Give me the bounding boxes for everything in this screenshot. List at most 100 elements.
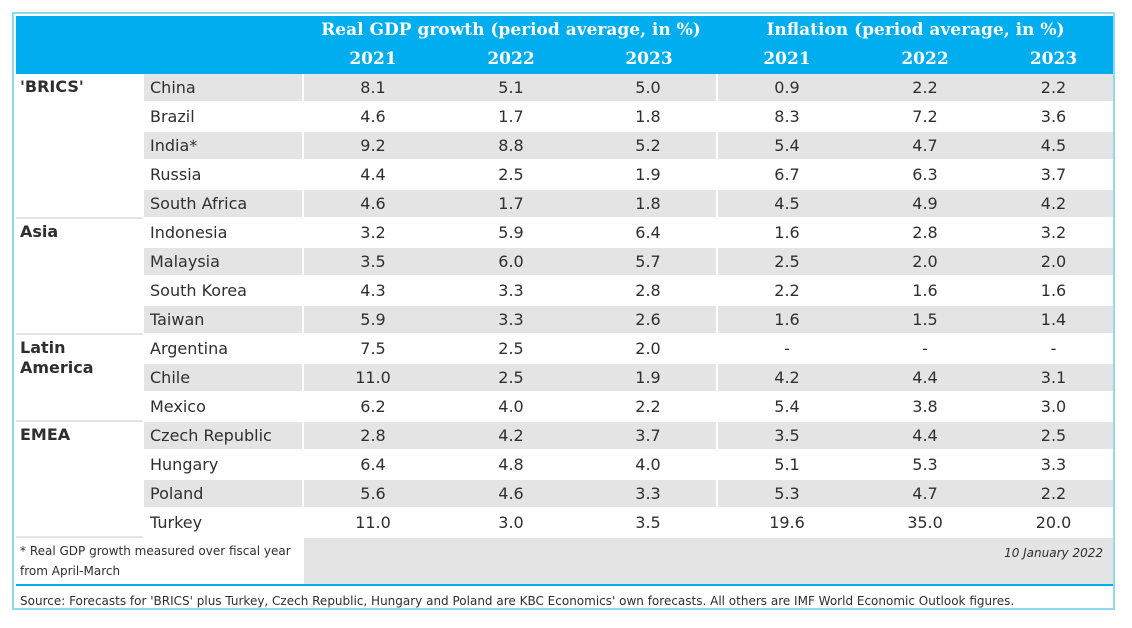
inflation-value: 4.2 xyxy=(994,190,1113,219)
gdp-year-header: 2023 xyxy=(625,49,673,69)
inflation-value: 1.6 xyxy=(718,219,856,248)
region-label: 'BRICS' xyxy=(16,74,144,219)
gdp-value: 4.6 xyxy=(442,480,580,509)
gdp-value: 2.8 xyxy=(304,422,442,451)
inflation-value: 3.2 xyxy=(994,219,1113,248)
country-name: Poland xyxy=(144,480,304,509)
header-blank xyxy=(16,16,304,44)
inflation-value: - xyxy=(718,335,856,364)
gdp-value: 5.1 xyxy=(442,74,580,103)
gdp-value: 2.5 xyxy=(442,335,580,364)
inflation-value: - xyxy=(856,335,994,364)
inflation-value: 4.9 xyxy=(856,190,994,219)
table-body: 'BRICS' China 8.1 5.1 5.0 0.9 2.2 2.2 Brazil 4.6 1… xyxy=(16,74,1113,538)
footnote-row: * Real GDP growth measured over fiscal y… xyxy=(16,538,1113,584)
gdp-value: 6.4 xyxy=(304,451,442,480)
gdp-year-header: 2021 xyxy=(349,49,397,69)
region-label: EMEA xyxy=(16,422,144,538)
inflation-value: 4.2 xyxy=(718,364,856,393)
inflation-year-header: 2022 xyxy=(901,49,949,69)
gdp-value: 8.1 xyxy=(304,74,442,103)
inflation-value: 20.0 xyxy=(994,509,1113,538)
gdp-value: 5.6 xyxy=(304,480,442,509)
inflation-value: 1.6 xyxy=(718,306,856,335)
country-name: Russia xyxy=(144,161,304,190)
inflation-value: 2.8 xyxy=(856,219,994,248)
gdp-value: 9.2 xyxy=(304,132,442,161)
gdp-value: 4.0 xyxy=(442,393,580,422)
table-row: EMEA Czech Republic 2.8 4.2 3.7 3.5 4.4 2.5 xyxy=(16,422,1113,538)
inflation-value: 4.5 xyxy=(718,190,856,219)
country-name: Hungary xyxy=(144,451,304,480)
gdp-value: 11.0 xyxy=(304,509,442,538)
gdp-value: 4.4 xyxy=(304,161,442,190)
inflation-value: 2.2 xyxy=(994,74,1113,103)
inflation-value: 0.9 xyxy=(718,74,856,103)
inflation-value: 4.7 xyxy=(856,480,994,509)
gdp-value: 3.5 xyxy=(580,509,718,538)
gdp-value: 4.3 xyxy=(304,277,442,306)
gdp-value: 3.5 xyxy=(304,248,442,277)
table-row: Chile 11.0 2.5 1.9 4.2 4.4 3.1 xyxy=(16,364,1113,393)
inflation-value: 4.5 xyxy=(994,132,1113,161)
inflation-value: 5.1 xyxy=(718,451,856,480)
inflation-value: 1.4 xyxy=(994,306,1113,335)
inflation-value: 3.7 xyxy=(994,161,1113,190)
gdp-value: 2.6 xyxy=(580,306,718,335)
gdp-value: 7.5 xyxy=(304,335,442,364)
country-name: Mexico xyxy=(144,393,304,422)
country-name: South Africa xyxy=(144,190,304,219)
table-row: Russia 4.4 2.5 1.9 6.7 6.3 3.7 xyxy=(16,161,1113,190)
inflation-value: 2.5 xyxy=(718,248,856,277)
gdp-value: 1.7 xyxy=(442,190,580,219)
gdp-value: 2.8 xyxy=(580,277,718,306)
gdp-value: 2.5 xyxy=(442,161,580,190)
country-name: South Korea xyxy=(144,277,304,306)
inflation-value: 3.0 xyxy=(994,393,1113,422)
table-row: Latin America Argentina 7.5 2.5 2.0- - - xyxy=(16,335,1113,422)
table-row: Hungary 6.4 4.8 4.0 5.1 5.3 3.3 xyxy=(16,451,1113,480)
table-row: South Korea 4.3 3.3 2.8 2.2 1.6 1.6 xyxy=(16,277,1113,306)
source-text: Source: Forecasts for 'BRICS' plus Turke… xyxy=(16,584,1113,615)
inflation-value: 5.3 xyxy=(856,451,994,480)
country-name: Brazil xyxy=(144,103,304,132)
inflation-value: 3.3 xyxy=(994,451,1113,480)
inflation-value: 6.7 xyxy=(718,161,856,190)
inflation-value: 6.3 xyxy=(856,161,994,190)
inflation-value: 2.0 xyxy=(856,248,994,277)
gdp-value: 3.7 xyxy=(580,422,718,451)
gdp-value: 1.7 xyxy=(442,103,580,132)
country-name: China xyxy=(144,74,304,103)
inflation-value: 3.5 xyxy=(718,422,856,451)
gdp-value: 11.0 xyxy=(304,364,442,393)
inflation-value: 35.0 xyxy=(856,509,994,538)
header-year-row: 2021 2022 2023 2021 2022 2023 xyxy=(16,44,1113,74)
gdp-value: 1.9 xyxy=(580,364,718,393)
inflation-value: 3.1 xyxy=(994,364,1113,393)
gdp-value: 1.8 xyxy=(580,190,718,219)
gdp-value: 6.4 xyxy=(580,219,718,248)
gdp-value: 1.9 xyxy=(580,161,718,190)
source-row: Source: Forecasts for 'BRICS' plus Turke… xyxy=(16,584,1113,615)
inflation-value: 2.0 xyxy=(994,248,1113,277)
gdp-value: 4.0 xyxy=(580,451,718,480)
country-name: India* xyxy=(144,132,304,161)
country-name: Turkey xyxy=(144,509,304,538)
country-name: Taiwan xyxy=(144,306,304,335)
inflation-value: 19.6 xyxy=(718,509,856,538)
inflation-value: 4.4 xyxy=(856,364,994,393)
inflation-value: 5.3 xyxy=(718,480,856,509)
footnote-text: * Real GDP growth measured over fiscal y… xyxy=(16,538,304,584)
footnote-spacer xyxy=(304,538,718,584)
gdp-value: 1.8 xyxy=(580,103,718,132)
country-name: Indonesia xyxy=(144,219,304,248)
gdp-value: 4.2 xyxy=(442,422,580,451)
inflation-value: 1.6 xyxy=(856,277,994,306)
forecast-table: Real GDP growth (period average, in %) I… xyxy=(16,16,1113,615)
table-row: Taiwan 5.9 3.3 2.6 1.6 1.5 1.4 xyxy=(16,306,1113,335)
header-title-row: Real GDP growth (period average, in %) I… xyxy=(16,16,1113,44)
inflation-value: 2.5 xyxy=(994,422,1113,451)
gdp-value: 3.0 xyxy=(442,509,580,538)
table-frame: Real GDP growth (period average, in %) I… xyxy=(12,12,1115,610)
region-label: Latin America xyxy=(16,335,144,422)
